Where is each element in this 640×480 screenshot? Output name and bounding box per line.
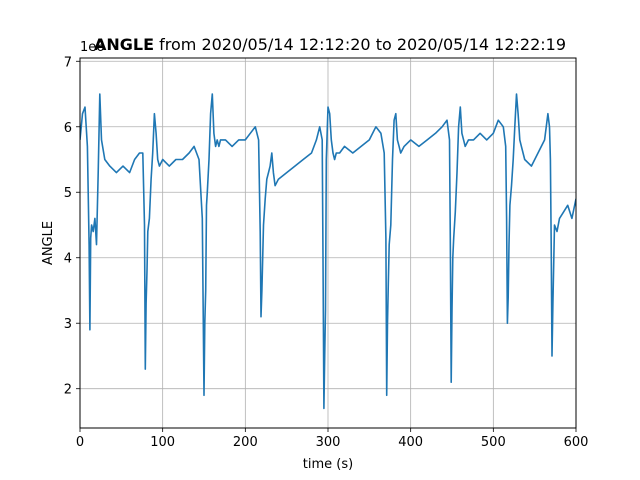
x-tick-label: 500 <box>481 435 506 450</box>
y-tick-label: 2 <box>64 383 72 398</box>
x-axis-ticks: 0 100 200 300 400 500 600 <box>76 428 589 450</box>
y-tick-label: 5 <box>64 186 72 201</box>
x-tick-label: 300 <box>316 435 341 450</box>
chart-title: ANGLE from 2020/05/14 12:12:20 to 2020/0… <box>94 35 566 54</box>
chart-title-rest: from 2020/05/14 12:12:20 to 2020/05/14 1… <box>154 35 566 54</box>
y-tick-label: 3 <box>64 317 72 332</box>
y-tick-label: 6 <box>64 121 72 136</box>
y-tick-label: 7 <box>64 55 72 70</box>
x-tick-label: 0 <box>76 435 84 450</box>
y-axis-ticks: 2 3 4 5 6 7 <box>64 55 80 398</box>
chart-title-bold: ANGLE <box>94 35 154 54</box>
y-axis-label: ANGLE <box>41 221 56 265</box>
plot-area <box>80 93 576 410</box>
x-tick-label: 400 <box>398 435 423 450</box>
grid <box>79 58 577 428</box>
y-tick-label: 4 <box>64 252 72 267</box>
angle-series-line <box>80 93 576 410</box>
y-offset-label: 1e6 <box>80 40 105 55</box>
x-tick-label: 600 <box>564 435 589 450</box>
x-tick-label: 100 <box>150 435 175 450</box>
x-axis-label: time (s) <box>303 457 353 472</box>
x-tick-label: 200 <box>233 435 258 450</box>
